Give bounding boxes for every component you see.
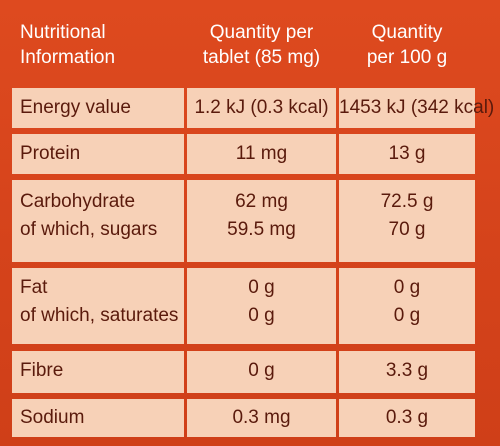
header-col2-line2: tablet (85 mg) bbox=[202, 47, 321, 68]
carbohydrate-per-tablet: 62 mg bbox=[235, 191, 288, 212]
header-nutritional-information: Nutritional Information bbox=[12, 20, 184, 80]
sugars-per-tablet: 59.5 mg bbox=[227, 219, 296, 240]
carbohydrate-label: Carbohydrate bbox=[20, 191, 136, 212]
sodium-label: Sodium bbox=[20, 407, 85, 428]
header-col2-line1: Quantity per bbox=[209, 22, 314, 43]
row-fat-per-100g: 0 g 0 g bbox=[339, 268, 475, 344]
row-sodium-label: Sodium bbox=[12, 399, 184, 437]
fat-label: Fat bbox=[20, 277, 48, 298]
energy-per-tablet: 1.2 kJ (0.3 kcal) bbox=[194, 97, 329, 118]
row-fat-per-tablet: 0 g 0 g bbox=[187, 268, 336, 344]
row-protein-per-100g: 13 g bbox=[339, 134, 475, 174]
fibre-per-100g: 3.3 g bbox=[385, 360, 429, 381]
row-energy-per-tablet: 1.2 kJ (0.3 kcal) bbox=[187, 88, 336, 128]
row-sodium-per-tablet: 0.3 mg bbox=[187, 399, 336, 437]
row-fibre-per-tablet: 0 g bbox=[187, 351, 336, 393]
saturates-per-tablet: 0 g bbox=[248, 305, 275, 326]
saturates-per-100g: 0 g bbox=[393, 305, 421, 326]
sodium-per-100g: 0.3 g bbox=[385, 407, 429, 428]
row-carbohydrate-per-tablet: 62 mg 59.5 mg bbox=[187, 180, 336, 262]
row-protein-label: Protein bbox=[12, 134, 184, 174]
saturates-label: of which, saturates bbox=[20, 305, 179, 326]
fibre-label: Fibre bbox=[20, 360, 64, 381]
protein-per-tablet: 11 mg bbox=[235, 143, 288, 164]
row-energy-label: Energy value bbox=[12, 88, 184, 128]
energy-label: Energy value bbox=[20, 97, 131, 118]
row-fibre-label: Fibre bbox=[12, 351, 184, 393]
row-carbohydrate-label: Carbohydrate of which, sugars bbox=[12, 180, 184, 262]
header-col3-line2: per 100 g bbox=[366, 47, 448, 68]
row-carbohydrate-per-100g: 72.5 g 70 g bbox=[339, 180, 475, 262]
header-quantity-per-tablet: Quantity per tablet (85 mg) bbox=[187, 20, 336, 80]
protein-label: Protein bbox=[20, 143, 81, 164]
row-sodium-per-100g: 0.3 g bbox=[339, 399, 475, 437]
header-quantity-per-100g: Quantity per 100 g bbox=[339, 20, 475, 80]
protein-per-100g: 13 g bbox=[388, 143, 426, 164]
row-fibre-per-100g: 3.3 g bbox=[339, 351, 475, 393]
sugars-per-100g: 70 g bbox=[388, 219, 426, 240]
energy-per-100g: 1453 kJ (342 kcal) bbox=[339, 97, 495, 118]
sugars-label: of which, sugars bbox=[20, 219, 158, 240]
fat-per-100g: 0 g bbox=[393, 277, 421, 298]
header-col3-line1: Quantity bbox=[371, 22, 443, 43]
sodium-per-tablet: 0.3 mg bbox=[232, 407, 291, 428]
row-fat-label: Fat of which, saturates bbox=[12, 268, 184, 344]
row-energy-per-100g: 1453 kJ (342 kcal) bbox=[339, 88, 494, 128]
fat-per-tablet: 0 g bbox=[248, 277, 275, 298]
row-protein-per-tablet: 11 mg bbox=[187, 134, 336, 174]
fibre-per-tablet: 0 g bbox=[248, 360, 275, 381]
header-col1-line2: Information bbox=[20, 47, 116, 68]
carbohydrate-per-100g: 72.5 g bbox=[380, 191, 434, 212]
header-col1-line1: Nutritional bbox=[20, 22, 106, 43]
